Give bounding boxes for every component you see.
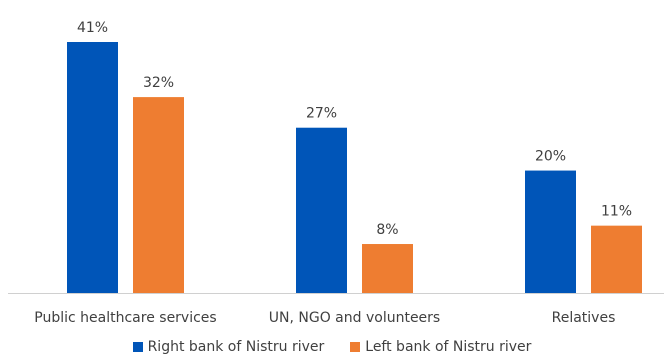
data-label-public-healthcare-services-series-2: 32%: [143, 75, 174, 91]
bar-public-healthcare-services-series-2: [133, 97, 184, 293]
category-label-relatives: Relatives: [552, 310, 616, 326]
legend-label-left-bank: Left bank of Nistru river: [365, 339, 532, 355]
bar-relatives-series-1: [525, 170, 576, 293]
data-label-public-healthcare-services-series-1: 41%: [77, 20, 108, 36]
category-label-public-healthcare-services: Public healthcare services: [34, 310, 216, 326]
bar-public-healthcare-services-series-1: [67, 42, 118, 293]
bars-layer: [67, 42, 642, 294]
data-label-relatives-series-1: 20%: [535, 149, 566, 165]
legend-item-left-bank: Left bank of Nistru river: [350, 339, 531, 355]
category-label-un-ngo-and-volunteers: UN, NGO and volunteers: [269, 310, 440, 326]
bar-un-ngo-and-volunteers-series-1: [296, 127, 347, 294]
legend-label-right-bank: Right bank of Nistru river: [147, 339, 325, 355]
category-labels-layer: Public healthcare services UN, NGO and vo…: [34, 310, 615, 326]
bar-un-ngo-and-volunteers-series-2: [362, 244, 413, 293]
legend: Right bank of Nistru river Left bank of …: [0, 336, 664, 358]
data-labels-layer: 41% 32% 27% 8% 20% 11%: [77, 20, 632, 238]
legend-swatch-right-bank: [132, 342, 143, 352]
bar-relatives-series-2: [591, 225, 642, 293]
data-label-un-ngo-and-volunteers-series-1: 27%: [306, 106, 337, 122]
legend-swatch-left-bank: [350, 342, 361, 352]
data-label-un-ngo-and-volunteers-series-2: 8%: [376, 222, 398, 238]
legend-item-right-bank: Right bank of Nistru river: [132, 339, 325, 355]
data-label-relatives-series-2: 11%: [601, 204, 632, 220]
